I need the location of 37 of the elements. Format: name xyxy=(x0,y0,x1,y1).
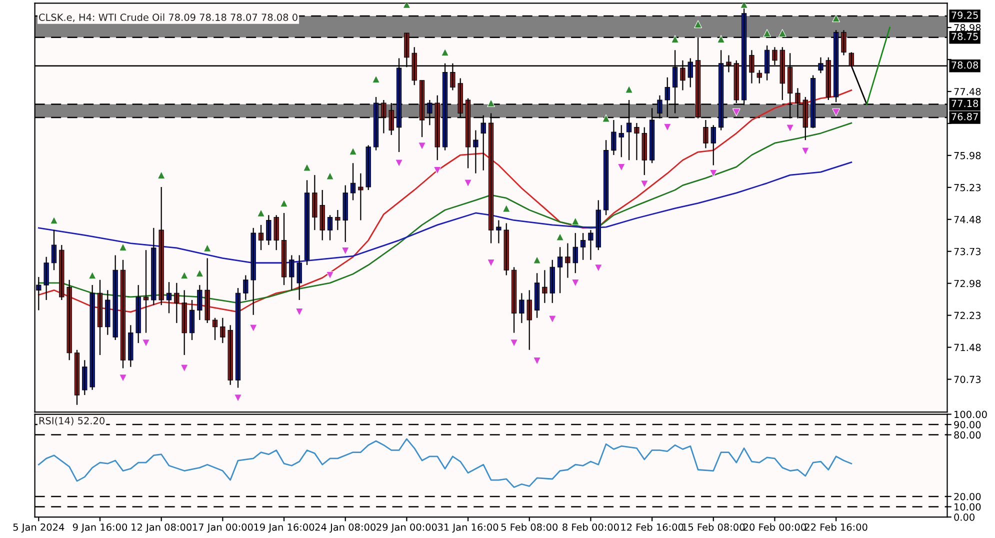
ref-line-label: 78.08 xyxy=(952,61,978,69)
y-tick-label: 77.48 xyxy=(954,88,981,96)
x-tick-label: 24 Jan 08:00 xyxy=(315,523,376,533)
y-tick-label: 70.73 xyxy=(954,376,981,384)
y-tick-label: 20.00 xyxy=(954,492,981,500)
x-tick-label: 17 Jan 00:00 xyxy=(192,523,253,533)
x-tick-label: 9 Jan 16:00 xyxy=(72,523,128,533)
y-tick-label: 72.23 xyxy=(954,312,981,320)
x-tick-label: 15 Feb 08:00 xyxy=(682,523,745,531)
x-tick-label: 20 Feb 00:00 xyxy=(744,523,806,531)
chart-title: RSI(14) 52.20 xyxy=(39,416,105,426)
y-tick-label: 71.48 xyxy=(954,344,981,352)
ref-line-label: 79.25 xyxy=(952,11,978,19)
y-tick-label: 72.98 xyxy=(954,280,981,288)
x-tick-label: 8 Feb 00:00 xyxy=(562,523,619,531)
ref-line-label: 77.18 xyxy=(952,100,978,108)
y-tick-label: 90.00 xyxy=(954,421,981,428)
y-tick-label: 74.48 xyxy=(954,216,981,224)
x-tick-label: 5 Feb 08:00 xyxy=(501,523,558,531)
y-tick-label: 10.00 xyxy=(954,503,981,511)
y-tick-label: 78.98 xyxy=(954,24,981,32)
y-tick-label: 100.00 xyxy=(954,410,987,418)
y-tick-label: 75.98 xyxy=(954,152,981,160)
x-tick-label: 19 Jan 16:00 xyxy=(254,523,314,533)
x-tick-label: 5 Jan 2024 xyxy=(13,523,64,533)
x-tick-label: 12 Feb 16:00 xyxy=(621,523,684,531)
y-tick-label: 0.00 xyxy=(954,513,974,521)
x-tick-label: 12 Jan 08:00 xyxy=(132,523,192,533)
x-tick-label: 29 Jan 00:00 xyxy=(376,523,437,533)
ref-line-label: 78.75 xyxy=(952,32,978,40)
ref-line-label: 76.87 xyxy=(952,112,978,120)
y-tick-label: 80.00 xyxy=(954,431,981,439)
y-tick-label: 73.73 xyxy=(954,248,981,256)
x-tick-label: 31 Jan 16:00 xyxy=(438,523,498,533)
text: CLSK.e, H4: WTI Crude Oil 78.09 78.18 78.07 78.08 0 xyxy=(39,13,298,22)
y-tick-label: 75.23 xyxy=(954,184,981,192)
x-tick-label: 22 Feb 16:00 xyxy=(804,523,868,531)
